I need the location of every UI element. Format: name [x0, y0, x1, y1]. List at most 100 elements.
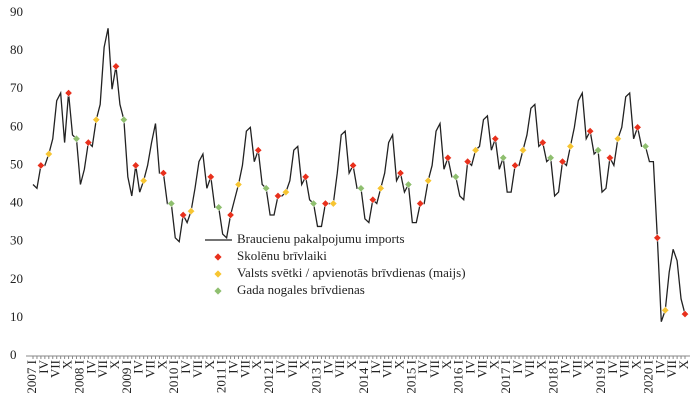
x-tick-label: X [297, 359, 312, 369]
y-tick-label: 0 [10, 347, 17, 362]
marker [499, 153, 508, 162]
marker [187, 207, 196, 216]
marker [558, 157, 567, 166]
marker [262, 184, 271, 193]
x-tick-label: IV [605, 359, 620, 373]
y-tick-label: 70 [10, 80, 23, 95]
marker [404, 180, 413, 189]
x-tick-label: VII [48, 360, 63, 378]
marker [179, 211, 188, 219]
marker [119, 115, 128, 124]
marker [538, 138, 547, 147]
marker [633, 123, 642, 132]
x-tick-label: VII [380, 360, 395, 378]
x-tick-label: VII [285, 360, 300, 378]
marker [546, 153, 555, 162]
x-tick-label: 2018 I [546, 360, 561, 394]
x-tick-label: 2010 I [166, 360, 181, 394]
x-tick-label: X [60, 359, 75, 369]
marker [234, 180, 243, 189]
marker [274, 191, 282, 200]
marker [376, 184, 385, 193]
marker [349, 161, 358, 170]
x-tick-label: IV [178, 359, 193, 373]
marker [594, 146, 603, 155]
x-tick-label: IV [415, 359, 430, 373]
marker [112, 62, 120, 71]
x-tick-label: 2020 I [640, 360, 655, 394]
x-tick-label: VII [474, 360, 489, 378]
legend-swatch [214, 253, 222, 261]
marker [451, 172, 460, 181]
x-tick-label: X [154, 359, 169, 369]
marker [281, 188, 290, 197]
marker [463, 157, 472, 166]
marker [471, 146, 480, 155]
x-tick-label: 2012 I [261, 360, 276, 394]
marker [613, 134, 622, 143]
y-tick-label: 10 [10, 309, 23, 324]
x-tick-label: IV [510, 359, 525, 373]
y-tick-label: 90 [10, 4, 23, 19]
marker [36, 161, 45, 170]
marker [396, 169, 405, 178]
x-tick-label: IV [463, 359, 478, 373]
marker [254, 146, 263, 155]
x-tick-label: X [676, 359, 691, 369]
x-tick-label: IV [226, 359, 241, 373]
x-tick-label: X [107, 359, 122, 369]
x-tick-label: IV [83, 359, 98, 373]
marker [92, 115, 101, 124]
x-tick-label: VII [95, 360, 110, 378]
marker [357, 184, 365, 193]
marker [586, 127, 595, 136]
legend-swatch [214, 270, 222, 278]
marker [131, 161, 140, 170]
x-tick-label: IV [652, 359, 667, 373]
x-tick-label: 2013 I [308, 360, 323, 394]
x-tick-label: IV [368, 359, 383, 373]
marker [84, 138, 93, 147]
x-tick-label: X [202, 359, 217, 369]
x-tick-label: 2009 I [119, 360, 134, 394]
marker [226, 211, 235, 219]
legend-swatch [214, 287, 222, 295]
marker [416, 199, 425, 208]
x-tick-label: 2015 I [403, 360, 418, 394]
marker [368, 195, 377, 204]
marker [72, 134, 81, 143]
marker [605, 153, 614, 162]
x-tick-label: IV [36, 359, 51, 373]
y-tick-label: 20 [10, 271, 23, 286]
legend-label: Skolēnu brīvlaiki [237, 248, 327, 263]
marker [681, 310, 689, 319]
x-tick-label: VII [143, 360, 158, 378]
marker [641, 142, 650, 151]
x-tick-label: VII [237, 360, 252, 378]
legend-label: Valsts svētki / apvienotās brīvdienas (m… [237, 265, 466, 280]
marker [206, 172, 215, 181]
y-tick-label: 60 [10, 118, 23, 133]
x-tick-label: VII [190, 360, 205, 378]
y-tick-label: 80 [10, 42, 23, 57]
x-tick-label: IV [320, 359, 335, 373]
marker [167, 199, 176, 208]
x-tick-label: IV [131, 359, 146, 373]
x-tick-label: X [486, 359, 501, 369]
marker [511, 161, 520, 170]
x-tick-label: 2019 I [593, 360, 608, 394]
y-tick-label: 50 [10, 156, 23, 171]
marker [491, 134, 500, 143]
x-tick-label: VII [427, 360, 442, 378]
x-tick-label: IV [273, 359, 288, 373]
marker [653, 233, 662, 242]
marker [321, 199, 330, 208]
x-tick-label: X [629, 359, 644, 369]
marker [661, 306, 670, 315]
x-tick-label: VII [569, 360, 584, 378]
x-tick-label: X [391, 359, 406, 369]
marker [214, 203, 223, 212]
marker [301, 172, 310, 181]
marker [309, 199, 318, 208]
